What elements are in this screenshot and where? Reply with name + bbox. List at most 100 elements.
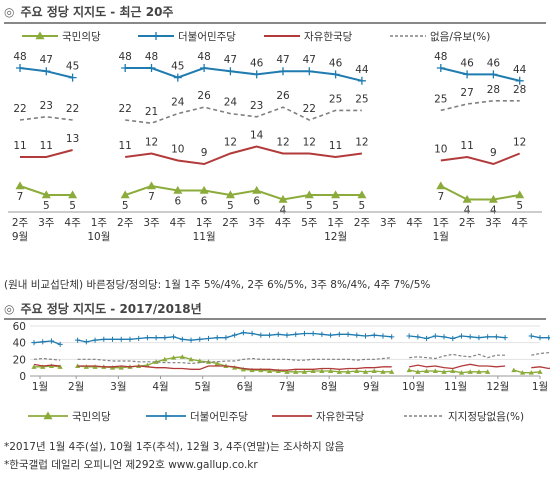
legend-marker — [152, 32, 160, 40]
data-point — [127, 336, 133, 342]
data-point — [197, 336, 203, 342]
data-point — [336, 369, 342, 374]
header-bullet-icon: ◎ — [4, 5, 15, 19]
series-line — [513, 369, 541, 374]
x-tick-label: 3주 — [485, 217, 502, 229]
data-label: 45 — [171, 61, 184, 73]
data-point — [362, 333, 369, 339]
series-line — [77, 357, 392, 365]
data-point — [476, 369, 482, 374]
x-month-label: 12월 — [324, 231, 347, 243]
series-line — [125, 66, 363, 82]
data-point — [502, 335, 508, 341]
data-point — [144, 335, 151, 341]
data-label: 12 — [276, 137, 289, 149]
data-point — [423, 368, 430, 373]
x-month-label: 7월 — [279, 381, 295, 393]
data-label: 7 — [437, 191, 444, 203]
data-point — [188, 337, 194, 343]
legend-label: 지지정당없음(%) — [448, 410, 524, 423]
minor-parties-note: (원내 비교섭단체) 바른정당/정의당: 1월 1주 5%/4%, 2주 6%/… — [4, 279, 431, 291]
data-point — [432, 333, 438, 339]
x-tick-label: 3주 — [38, 217, 55, 229]
x-month-label: 10월 — [402, 381, 425, 393]
data-point — [389, 334, 395, 340]
bottom-chart-title: 주요 정당 지지도 - 2017/2018년 — [20, 302, 202, 316]
data-point — [162, 335, 168, 341]
data-point — [170, 355, 177, 360]
data-point — [485, 369, 491, 374]
data-point — [249, 330, 255, 337]
x-tick-label: 1주 — [196, 217, 213, 229]
data-label: 12 — [145, 137, 158, 149]
data-point — [31, 340, 37, 346]
data-point — [488, 194, 498, 203]
data-label: 26 — [197, 90, 211, 102]
data-point — [354, 332, 360, 338]
data-label: 23 — [40, 100, 53, 112]
data-label: 12 — [513, 137, 526, 149]
x-tick-label: 1주 — [327, 217, 344, 229]
legend-item-undecided: 지지정당없음(%) — [404, 410, 524, 423]
data-label: 27 — [460, 87, 473, 99]
data-point — [223, 335, 229, 341]
data-point — [467, 334, 473, 340]
series-line — [409, 369, 488, 374]
data-point — [489, 70, 498, 79]
x-tick-label: 4주 — [64, 217, 81, 229]
header-bullet-icon: ◎ — [4, 302, 15, 316]
data-point — [226, 67, 235, 76]
series-line — [440, 100, 520, 112]
data-label: 28 — [513, 84, 526, 96]
data-point — [301, 330, 308, 337]
data-point — [436, 64, 445, 72]
data-point — [15, 181, 25, 190]
data-label: 48 — [434, 51, 447, 63]
x-month-label: 6월 — [237, 381, 253, 393]
data-point — [170, 334, 177, 340]
data-label: 25 — [355, 93, 368, 105]
data-point — [40, 339, 46, 345]
data-label: 7 — [17, 191, 24, 203]
data-label: 48 — [13, 51, 26, 63]
data-point — [345, 331, 351, 337]
x-tick-label: 3주 — [249, 217, 266, 229]
data-point — [380, 333, 386, 339]
legend-item-democratic: 더불어민주당 — [146, 411, 248, 423]
data-point — [48, 338, 55, 344]
bottom-chart-header: ◎ 주요 정당 지지도 - 2017/2018년 — [4, 300, 202, 317]
series-undecided — [33, 352, 550, 365]
data-point — [109, 336, 116, 342]
data-point — [57, 364, 63, 369]
data-point — [42, 67, 51, 76]
data-point — [147, 64, 156, 72]
data-point — [200, 64, 209, 72]
x-tick-label: 3주 — [143, 217, 160, 229]
data-label: 5 — [227, 200, 234, 212]
data-label: 47 — [40, 54, 53, 66]
legend-label: 국민의당 — [72, 411, 111, 423]
data-label: 47 — [276, 54, 289, 66]
data-label: 4 — [490, 205, 497, 217]
data-label: 22 — [119, 103, 132, 115]
legend-label: 더불어민주당 — [190, 411, 248, 423]
data-point — [519, 370, 526, 375]
data-point — [458, 370, 465, 375]
data-point — [188, 356, 194, 362]
data-label: 46 — [250, 57, 264, 69]
x-month-label: 5월 — [194, 381, 210, 393]
data-label: 47 — [303, 54, 316, 66]
series-line — [409, 363, 506, 370]
series-line — [125, 145, 363, 166]
data-point — [146, 181, 157, 190]
legend-label: 없음/유보(%) — [430, 30, 490, 43]
legend-item-undecided: 없음/유보(%) — [390, 30, 490, 43]
data-label: 45 — [66, 61, 79, 73]
data-point — [197, 358, 203, 363]
x-month-label: 1월 — [32, 381, 48, 393]
legend-item-democratic: 더불어민주당 — [138, 31, 236, 43]
data-point — [319, 331, 325, 337]
data-point — [278, 194, 288, 203]
data-label: 11 — [119, 140, 132, 152]
data-point — [31, 364, 37, 369]
